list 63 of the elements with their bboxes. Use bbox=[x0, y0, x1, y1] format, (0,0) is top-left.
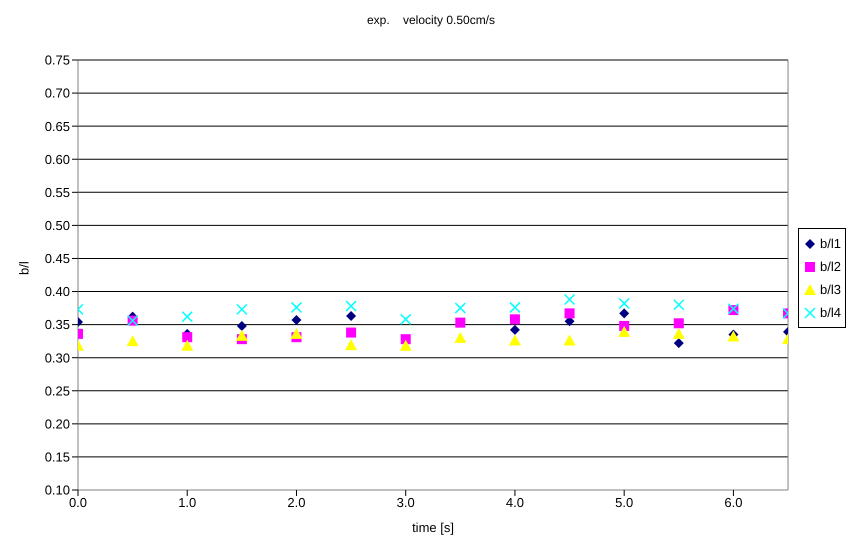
x-tick-label: 4.0 bbox=[506, 495, 524, 510]
y-tick-label: 0.25 bbox=[44, 383, 70, 398]
y-tick-label: 0.30 bbox=[44, 350, 70, 366]
point bbox=[290, 302, 302, 314]
chart-title: exp. velocity 0.50cm/s bbox=[366, 13, 496, 27]
point bbox=[672, 328, 685, 339]
point bbox=[510, 324, 520, 335]
x-tick-label: 2.0 bbox=[287, 495, 306, 510]
point bbox=[728, 302, 740, 314]
point bbox=[674, 338, 684, 348]
legend-label: b/l1 bbox=[820, 236, 841, 251]
point bbox=[181, 310, 193, 322]
legend-label: b/l3 bbox=[820, 282, 841, 297]
point bbox=[345, 339, 358, 350]
point bbox=[454, 302, 466, 314]
point bbox=[181, 340, 194, 351]
point bbox=[619, 308, 630, 318]
x-tick-label: 0.0 bbox=[68, 495, 88, 510]
point bbox=[508, 334, 521, 346]
y-tick-label: 0.60 bbox=[44, 152, 70, 167]
point bbox=[236, 330, 248, 341]
y-tick-label: 0.35 bbox=[44, 317, 70, 332]
point bbox=[454, 332, 466, 343]
x-tick-label: 1.0 bbox=[178, 495, 196, 510]
point bbox=[182, 332, 192, 342]
point bbox=[510, 314, 520, 324]
point bbox=[236, 320, 247, 331]
y-tick-label: 0.10 bbox=[44, 482, 70, 498]
x-tick-label: 6.0 bbox=[724, 495, 742, 510]
point bbox=[400, 340, 412, 351]
x-axis-title: time [s] bbox=[412, 520, 454, 535]
point bbox=[346, 328, 356, 338]
y-tick-label: 0.55 bbox=[44, 184, 70, 200]
legend-label: b/l4 bbox=[820, 305, 841, 320]
point bbox=[618, 298, 630, 310]
point bbox=[455, 318, 466, 328]
y-tick-label: 0.70 bbox=[44, 86, 70, 101]
y-tick-label: 0.15 bbox=[44, 450, 70, 465]
point bbox=[345, 300, 357, 312]
y-tick-label: 0.40 bbox=[44, 284, 70, 300]
point bbox=[618, 326, 630, 337]
point bbox=[400, 334, 411, 344]
y-tick-label: 0.20 bbox=[44, 416, 70, 432]
point bbox=[564, 294, 576, 306]
point bbox=[509, 302, 521, 314]
point bbox=[400, 314, 412, 326]
point bbox=[674, 318, 684, 328]
y-tick-label: 0.50 bbox=[44, 218, 70, 233]
point bbox=[291, 314, 302, 325]
point bbox=[673, 299, 685, 311]
y-axis-title: b/l bbox=[16, 261, 32, 275]
x-tick-label: 3.0 bbox=[396, 495, 415, 510]
y-tick-label: 0.45 bbox=[44, 251, 70, 266]
point bbox=[346, 311, 356, 322]
point bbox=[236, 304, 248, 316]
legend-label: b/l2 bbox=[820, 259, 841, 274]
y-tick-label: 0.75 bbox=[44, 52, 70, 68]
x-tick-label: 5.0 bbox=[615, 495, 634, 510]
point bbox=[126, 335, 139, 346]
point bbox=[564, 308, 575, 318]
y-tick-label: 0.65 bbox=[44, 118, 70, 134]
point bbox=[290, 328, 302, 339]
point bbox=[564, 334, 576, 346]
